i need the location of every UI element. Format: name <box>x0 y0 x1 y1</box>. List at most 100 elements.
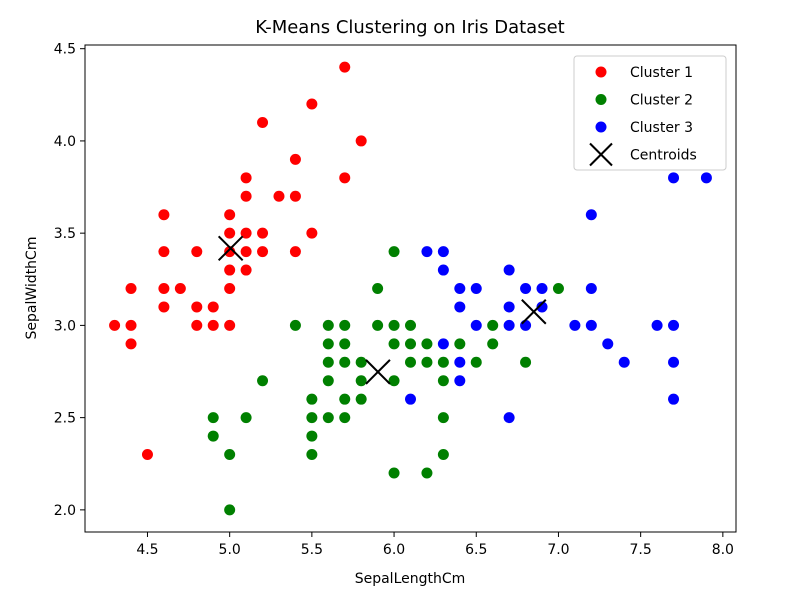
cluster-1-point <box>306 98 318 110</box>
cluster-3-point <box>503 412 515 424</box>
cluster-2-point <box>437 375 449 387</box>
legend-marker-cluster-1 <box>595 66 607 78</box>
legend-box <box>573 55 727 171</box>
cluster-2-point <box>339 338 351 350</box>
cluster-3-point <box>470 283 482 294</box>
cluster-2-point <box>339 356 351 368</box>
x-tick-label: 6.0 <box>383 542 405 558</box>
cluster-3-point <box>470 319 482 331</box>
cluster-1-point <box>289 190 301 202</box>
legend-label-centroids: Centroids <box>630 148 697 164</box>
legend-marker-cluster-2 <box>595 94 607 105</box>
cluster-3-point <box>651 319 663 331</box>
cluster-2-point <box>421 467 433 479</box>
cluster-2-point <box>405 356 416 368</box>
cluster-3-point <box>585 209 597 221</box>
x-axis-label: SepalLengthCm <box>355 571 466 587</box>
cluster-3-point <box>536 283 548 294</box>
cluster-2-point <box>322 338 334 350</box>
cluster-2-point <box>421 338 433 350</box>
cluster-2-point <box>372 319 384 331</box>
cluster-2-point <box>355 393 367 405</box>
cluster-2-point <box>388 338 400 350</box>
cluster-3-point <box>668 319 680 331</box>
cluster-1-point <box>207 301 219 313</box>
cluster-2-point <box>322 319 334 331</box>
cluster-1-point <box>125 338 137 350</box>
cluster-3-point <box>437 264 449 276</box>
cluster-1-point <box>191 246 203 258</box>
cluster-2-point <box>388 319 400 331</box>
cluster-2-point <box>240 412 252 424</box>
cluster-2-point <box>306 393 318 405</box>
cluster-2-point <box>552 283 564 294</box>
cluster-3-point <box>454 356 466 368</box>
cluster-2-point <box>355 356 367 368</box>
cluster-1-point <box>240 190 252 202</box>
y-axis-label: SepalWidthCm <box>24 237 40 340</box>
cluster-2-point <box>224 504 236 516</box>
cluster-2-point <box>388 246 400 258</box>
cluster-2-point <box>306 430 318 442</box>
cluster-1-point <box>257 116 269 128</box>
cluster-1-point <box>257 246 269 258</box>
cluster-2-point <box>405 319 416 331</box>
cluster-1-point <box>240 264 252 276</box>
cluster-1-point <box>158 246 170 258</box>
y-tick-label: 2.0 <box>54 503 76 519</box>
cluster-2-point <box>487 338 499 350</box>
cluster-2-point <box>487 319 499 331</box>
cluster-1-point <box>125 319 137 331</box>
y-tick-label: 2.5 <box>54 411 76 427</box>
centroid-marker <box>217 235 244 261</box>
cluster-2-point <box>289 319 301 331</box>
cluster-2-point <box>339 319 351 331</box>
cluster-3-point <box>503 264 515 276</box>
cluster-2-point <box>388 375 400 387</box>
cluster-1-point <box>289 246 301 258</box>
legend-label-cluster-2: Cluster 2 <box>630 93 693 109</box>
cluster-2-point <box>306 412 318 424</box>
cluster-1-point <box>224 319 236 331</box>
cluster-2-point <box>437 449 449 461</box>
cluster-1-point <box>125 283 137 294</box>
cluster-1-point <box>289 153 301 165</box>
cluster-2-point <box>388 467 400 479</box>
cluster-2-point <box>454 338 466 350</box>
cluster-1-point <box>174 283 186 294</box>
cluster-3-point <box>520 319 532 331</box>
cluster-1-point <box>224 209 236 221</box>
cluster-2-point <box>306 449 318 461</box>
y-tick-label: 4.0 <box>54 134 76 150</box>
cluster-1-point <box>273 190 285 202</box>
cluster-1-point <box>109 319 121 331</box>
cluster-3-point <box>536 301 548 313</box>
legend-marker-cluster-3 <box>595 121 607 133</box>
cluster-2-point <box>207 412 219 424</box>
cluster-3-point <box>668 356 680 368</box>
cluster-1-point <box>224 227 236 239</box>
cluster-3-point <box>585 319 597 331</box>
cluster-2-point <box>470 356 482 368</box>
x-tick-label: 7.5 <box>630 542 652 558</box>
cluster-3-point <box>668 172 680 184</box>
x-tick-label: 4.5 <box>136 542 158 558</box>
cluster-2-point <box>224 449 236 461</box>
cluster-3-point <box>618 356 630 368</box>
cluster-1-point <box>141 449 153 461</box>
cluster-3-point <box>405 393 416 405</box>
x-tick-label: 5.0 <box>219 542 241 558</box>
cluster-2-point <box>421 356 433 368</box>
cluster-3-point <box>668 393 680 405</box>
cluster-2-point <box>437 356 449 368</box>
cluster-1-point <box>191 301 203 313</box>
cluster-2-point <box>405 338 416 350</box>
cluster-3-point <box>454 375 466 387</box>
y-tick-label: 3.0 <box>54 318 76 334</box>
legend: Cluster 1 Cluster 2 Cluster 3 Centroids <box>573 55 727 171</box>
cluster-3-point <box>437 246 449 258</box>
cluster-2-point <box>322 356 334 368</box>
legend-label-cluster-1: Cluster 1 <box>630 65 693 81</box>
